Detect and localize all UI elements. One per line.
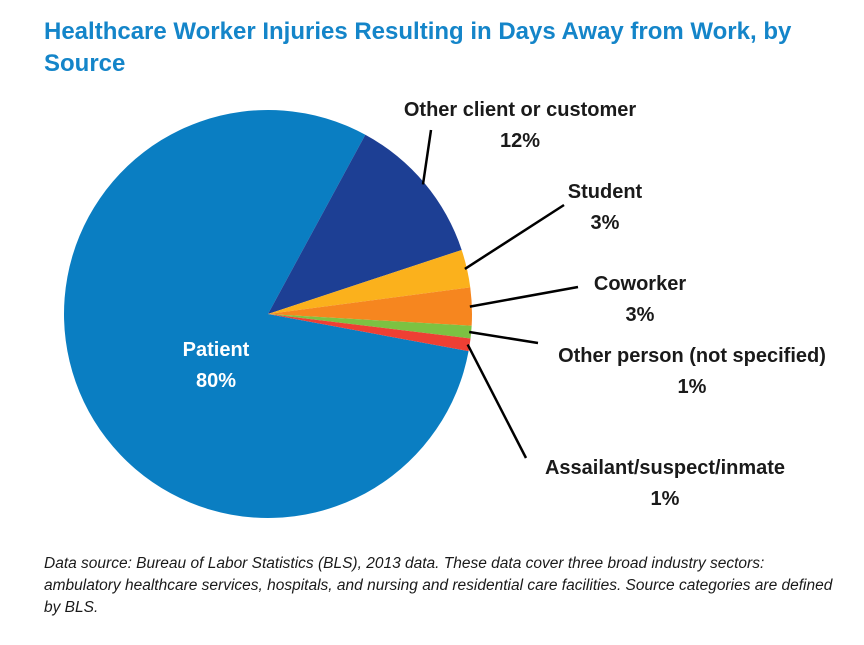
pie-slice-assailant-suspect-inmate [268, 314, 471, 352]
leader-lines [421, 129, 579, 459]
slice-labels: Patient 80% Other client or customer 12% Stu… [183, 99, 826, 510]
data-source-footnote: Data source: Bureau of Labor Statistics … [44, 555, 833, 616]
slice-label-student: Student [568, 181, 643, 203]
leader-line-other-client-or-customer [421, 129, 433, 185]
slice-label-patient: Patient [183, 339, 250, 361]
pie-slice-patient [64, 110, 469, 519]
slice-value-patient: 80% [196, 370, 236, 392]
slice-label-assailant-suspect-inmate: Assailant/suspect/inmate [545, 457, 785, 479]
leader-line-student [464, 203, 565, 270]
slice-label-other-client-or-customer: Other client or customer [404, 99, 636, 121]
slice-value-assailant-suspect-inmate: 1% [651, 488, 680, 510]
slice-label-other-person-not-specified: Other person (not specified) [558, 345, 826, 367]
pie-slice-other-client-or-customer [268, 134, 462, 314]
slice-value-coworker: 3% [626, 304, 655, 326]
chart-title: Healthcare Worker Injuries Resulting in … [44, 18, 792, 77]
leader-line-coworker [469, 285, 579, 308]
pie-slice-student [268, 249, 471, 314]
leader-line-assailant-suspect-inmate [466, 343, 528, 459]
slice-value-student: 3% [591, 212, 620, 234]
pie-slice-other-person-not-specified [268, 314, 472, 339]
leader-line-other-person-not-specified [469, 330, 539, 345]
slice-label-coworker: Coworker [594, 273, 686, 295]
slice-value-other-person-not-specified: 1% [678, 376, 707, 398]
slice-value-other-client-or-customer: 12% [500, 130, 540, 152]
pie-slices [64, 110, 473, 519]
pie-slice-coworker [268, 287, 473, 326]
